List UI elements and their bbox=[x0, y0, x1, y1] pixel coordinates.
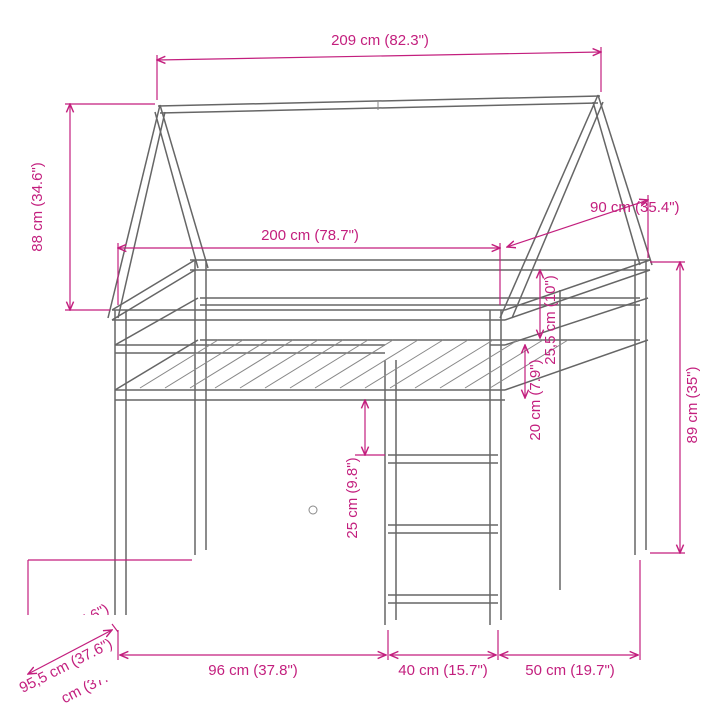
bed-slats bbox=[140, 340, 568, 388]
dim-rail-height: 25,5 cm (10") bbox=[540, 270, 559, 365]
dim-bed-length-label: 200 cm (78.7") bbox=[261, 227, 359, 244]
dim-seg-left-label: 96 cm (37.8") bbox=[208, 662, 298, 679]
roof-frame bbox=[108, 95, 652, 318]
dim-slat-gap-label: 20 cm (7.9") bbox=[527, 359, 544, 440]
dim-top-width-label: 209 cm (82.3") bbox=[331, 32, 429, 49]
dim-bed-width-label: 90 cm (35.4") bbox=[590, 199, 680, 216]
bed-dimension-diagram: 209 cm (82.3") 88 cm (34.6") 88 cm (34.6… bbox=[0, 0, 705, 705]
svg-text:88 cm (34.6"): 88 cm (34.6") bbox=[29, 162, 46, 252]
dim-right-height-label: 89 cm (35") bbox=[684, 366, 701, 443]
dim-seg-right-label: 50 cm (19.7") bbox=[525, 662, 615, 679]
dim-top-width: 209 cm (82.3") bbox=[157, 32, 601, 100]
dim-ladder-step-label: 25 cm (9.8") bbox=[344, 457, 361, 538]
dim-bed-width: 90 cm (35.4") bbox=[507, 195, 680, 258]
dim-roof-height-text: 88 cm (34.6") bbox=[20, 100, 65, 315]
ladder bbox=[388, 455, 498, 603]
dim-seg-mid-label: 40 cm (15.7") bbox=[398, 662, 488, 679]
dim-right-height: 89 cm (35") bbox=[650, 262, 701, 553]
bed-frame bbox=[108, 95, 652, 625]
dim-ladder-step: 25 cm (9.8") bbox=[344, 400, 385, 539]
dim-bed-length: 200 cm (78.7") bbox=[118, 227, 500, 305]
dim-bottom-segments: 96 cm (37.8") 40 cm (15.7") 50 cm (19.7"… bbox=[118, 560, 640, 679]
dim-rail-height-label: 25,5 cm (10") bbox=[542, 275, 559, 365]
